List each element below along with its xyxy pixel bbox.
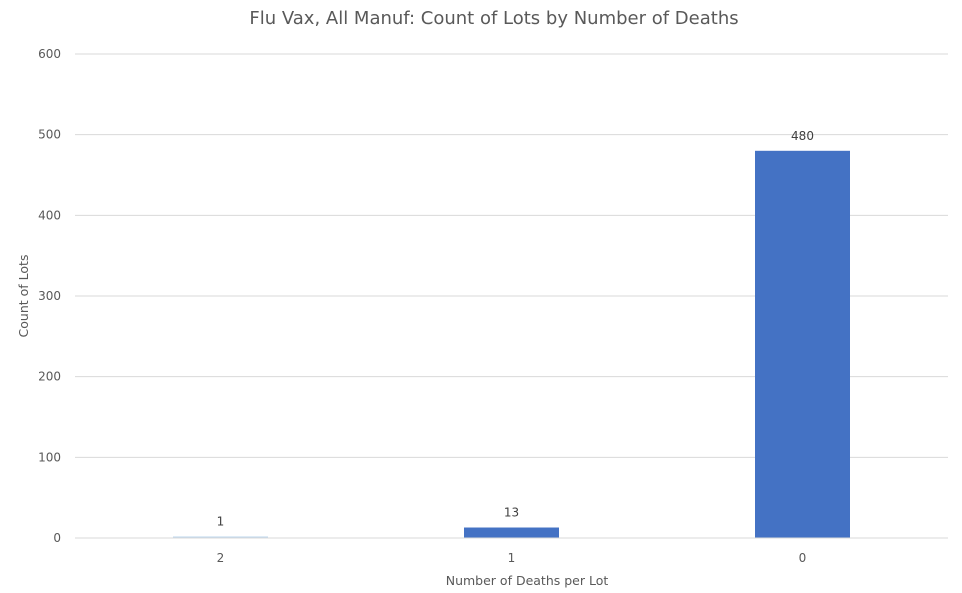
data-labels: 1 13 480	[217, 129, 814, 529]
x-tick-label-1: 1	[508, 551, 516, 565]
x-tick-label-2: 2	[217, 551, 225, 565]
y-tick-label-300: 300	[38, 289, 61, 303]
x-axis-title: Number of Deaths per Lot	[446, 573, 609, 588]
data-label-0: 480	[791, 129, 814, 143]
y-tick-label-600: 600	[38, 47, 61, 61]
bar-1	[464, 527, 559, 538]
y-tick-label-100: 100	[38, 450, 61, 464]
chart-title: Flu Vax, All Manuf: Count of Lots by Num…	[249, 8, 738, 29]
x-axis-tick-labels: 2 1 0	[217, 551, 807, 565]
y-axis-title: Count of Lots	[16, 255, 31, 338]
bars	[173, 150, 850, 539]
y-tick-label-400: 400	[38, 208, 61, 222]
y-tick-label-500: 500	[38, 128, 61, 142]
x-tick-label-0: 0	[799, 551, 807, 565]
bar-2	[173, 536, 268, 538]
bar-0	[755, 150, 850, 539]
data-label-2: 1	[217, 515, 225, 529]
y-tick-label-0: 0	[53, 531, 61, 545]
y-tick-label-200: 200	[38, 370, 61, 384]
y-axis-tick-labels: 0 100 200 300 400 500 600	[38, 47, 61, 545]
data-label-1: 13	[504, 506, 519, 520]
